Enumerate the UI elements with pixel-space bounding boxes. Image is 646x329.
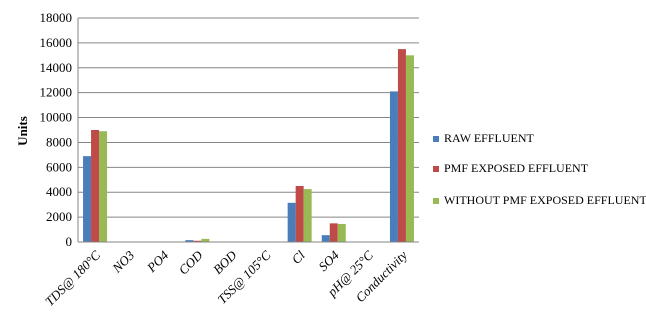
y-tick-label: 12000 xyxy=(40,85,73,100)
legend-swatch xyxy=(433,166,439,172)
y-tick-label: 4000 xyxy=(46,184,72,199)
bars xyxy=(83,49,414,243)
bar xyxy=(295,186,304,242)
x-tick-label: TDS@ 180°C xyxy=(42,247,104,309)
x-tick-label: BOD xyxy=(210,247,240,277)
y-tick-label: 2000 xyxy=(46,209,72,224)
x-tick-label: NO3 xyxy=(109,247,138,276)
x-tick-label: Cl xyxy=(288,247,308,267)
legend: RAW EFFLUENT PMF EXPOSED EFFLUENT WITHOUT … xyxy=(433,131,646,207)
legend-label: PMF EXPOSED EFFLUENT xyxy=(444,161,589,175)
legend-label: WITHOUT PMF EXPOSED EFFLUENT xyxy=(444,193,646,207)
bar xyxy=(389,91,398,242)
y-tick-label: 6000 xyxy=(46,159,72,174)
bar xyxy=(321,235,330,242)
bar xyxy=(193,240,202,242)
bar xyxy=(185,240,194,242)
y-axis-ticks: 0 2000 4000 6000 8000 10000 12000 14000 16000 180… xyxy=(40,10,73,249)
bar xyxy=(303,189,312,242)
legend-swatch xyxy=(433,136,439,142)
y-tick-label: 14000 xyxy=(40,60,73,75)
x-tick-label: PO4 xyxy=(143,247,172,276)
y-tick-label: 8000 xyxy=(46,134,72,149)
bar xyxy=(329,223,338,242)
bar xyxy=(397,49,406,242)
bar xyxy=(91,130,100,242)
bar xyxy=(287,202,296,242)
y-tick-label: 0 xyxy=(66,234,73,249)
y-axis-label: Units xyxy=(15,116,30,146)
x-tick-label: COD xyxy=(175,247,205,277)
y-tick-label: 16000 xyxy=(40,35,73,50)
legend-swatch xyxy=(433,198,439,204)
y-tick-label: 10000 xyxy=(40,110,73,125)
bar xyxy=(405,55,414,243)
bar xyxy=(83,156,92,242)
legend-label: RAW EFFLUENT xyxy=(444,131,534,145)
x-tick-label: SO4 xyxy=(315,247,342,274)
bar xyxy=(99,131,108,242)
y-tick-label: 18000 xyxy=(40,10,73,25)
bar xyxy=(337,223,346,242)
gridlines xyxy=(78,17,419,218)
bar xyxy=(201,238,210,242)
